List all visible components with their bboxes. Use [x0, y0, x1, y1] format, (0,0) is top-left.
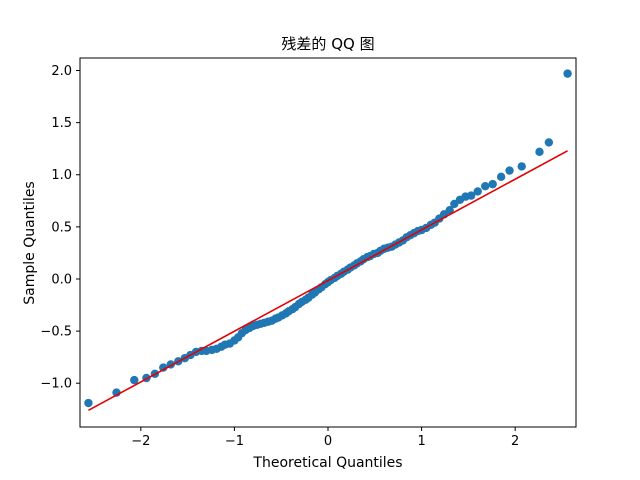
data-point: [535, 147, 544, 157]
x-tick-label: 1: [417, 434, 425, 449]
data-point: [159, 363, 168, 372]
data-point: [496, 172, 506, 182]
x-tick-label: 0: [324, 434, 332, 449]
data-point: [544, 138, 554, 147]
y-tick-label: 0.5: [51, 220, 72, 235]
data-point: [563, 69, 572, 78]
x-axis-label: Theoretical Quantiles: [252, 455, 402, 471]
y-axis-label: Sample Quantiles: [22, 181, 38, 304]
data-point: [481, 182, 490, 191]
data-point: [445, 205, 454, 215]
data-point: [466, 191, 476, 200]
y-tick-label: 2.0: [51, 64, 72, 79]
plot-area: [79, 57, 577, 428]
data-point: [517, 162, 526, 171]
y-tick-label: 0.0: [51, 272, 72, 287]
data-point: [505, 166, 514, 175]
data-point: [488, 179, 497, 189]
x-tick-label: −2: [131, 434, 150, 449]
y-tick-label: 1.5: [51, 116, 72, 131]
x-tick-label: 2: [511, 434, 519, 449]
x-tick-label: −1: [225, 434, 244, 449]
y-axis: −1.0 −0.5 0.0 0.5 1.0 1.5 2.0: [40, 64, 80, 392]
reference-line: [88, 150, 568, 412]
data-point: [130, 375, 139, 385]
data-point: [473, 187, 482, 196]
x-axis: −2 −1 0 1 2: [131, 427, 519, 449]
y-tick-label: −1.0: [40, 377, 72, 392]
data-point: [84, 398, 93, 408]
chart-title: 残差的 QQ 图: [281, 35, 374, 53]
y-tick-label: −0.5: [40, 325, 72, 340]
y-tick-label: 1.0: [51, 168, 72, 183]
